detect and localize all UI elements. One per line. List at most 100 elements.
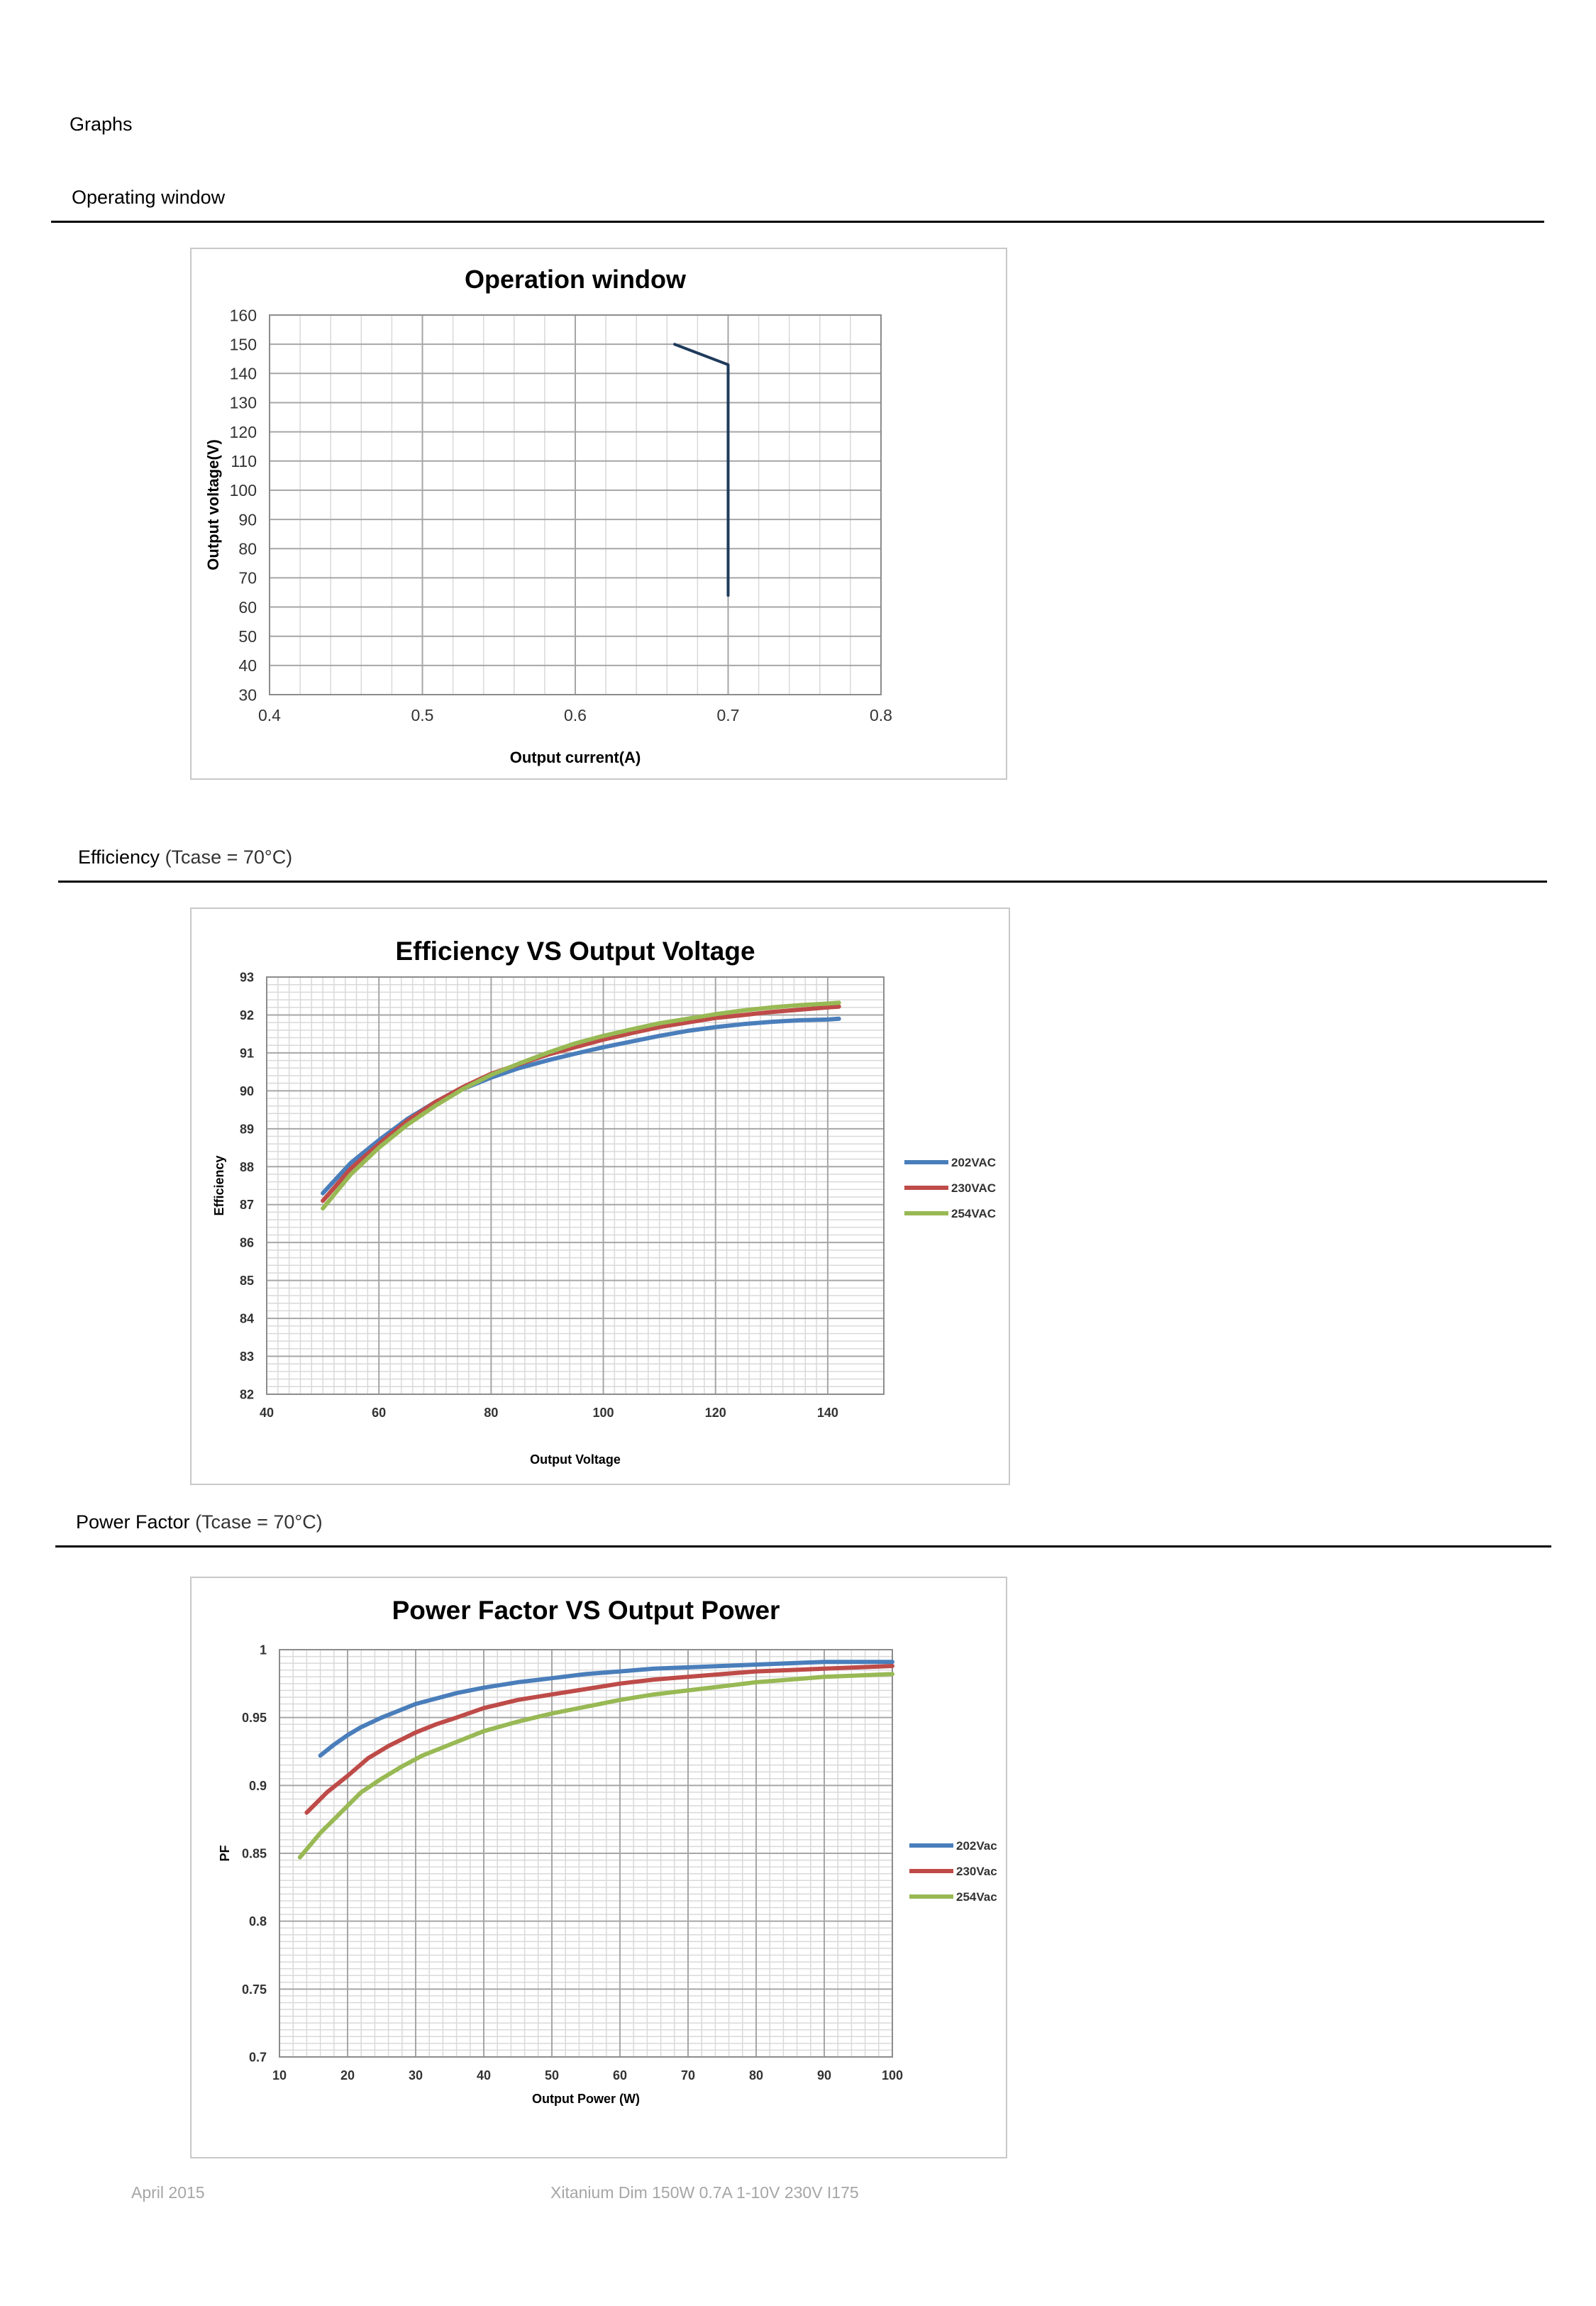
y-tick-label: 40	[238, 656, 257, 675]
grid	[269, 314, 882, 695]
x-tick-label: 100	[882, 2068, 903, 2082]
y-tick-label: 1	[260, 1643, 267, 1657]
y-axis-label: Output voltage(V)	[204, 439, 222, 570]
y-tick-label: 50	[238, 627, 257, 646]
x-tick-label: 60	[613, 2068, 627, 2082]
y-tick-label: 30	[238, 685, 257, 704]
y-tick-label: 160	[230, 306, 257, 324]
chart-title: Efficiency VS Output Voltage	[395, 937, 755, 966]
series-line-230vac	[321, 1004, 841, 1203]
section-title: Graphs	[70, 114, 133, 135]
heading-sub: (Tcase = 70°C)	[189, 1511, 323, 1533]
footer-product: Xitanium Dim 150W 0.7A 1-10V 230V I175	[550, 2183, 859, 2202]
heading-main: Operating window	[72, 187, 226, 208]
y-tick-label: 89	[240, 1122, 254, 1136]
y-axis-label: PF	[218, 1845, 232, 1861]
x-axis-label: Output Power (W)	[532, 2092, 640, 2106]
y-tick-label: 130	[230, 394, 257, 412]
plot-border	[266, 976, 885, 1395]
x-tick-label: 50	[545, 2068, 559, 2082]
y-tick-label: 88	[240, 1160, 254, 1174]
x-tick-label: 80	[749, 2068, 763, 2082]
x-tick-label: 0.4	[258, 706, 281, 724]
heading-power-factor: Power Factor (Tcase = 70°C)	[76, 1511, 323, 1533]
series-line-254vac	[321, 1000, 841, 1211]
y-tick-label: 110	[231, 452, 257, 470]
section-divider	[58, 881, 1547, 883]
legend-label: 254Vac	[956, 1890, 997, 1904]
legend: 202VAC 230VAC 254VAC	[904, 1156, 996, 1220]
x-axis-label: Output current(A)	[510, 749, 641, 766]
heading-main: Power Factor	[76, 1511, 190, 1533]
y-tick-label: 93	[240, 970, 254, 984]
legend-label: 202VAC	[951, 1156, 996, 1169]
legend-label: 254VAC	[951, 1207, 996, 1220]
section-divider	[51, 221, 1544, 223]
x-tick-label: 90	[817, 2068, 831, 2082]
chart-panel-operation: Operation window 0.4 0.5 0.6 0.7 0.8 30 40 50 60 7…	[190, 248, 1007, 780]
y-tick-label: 0.75	[242, 1982, 267, 1997]
y-tick-label: 0.8	[249, 1914, 267, 1929]
y-tick-label: 70	[238, 569, 257, 587]
heading-operating-window: Operating window	[72, 187, 225, 209]
y-tick-label: 84	[240, 1312, 254, 1326]
legend-label: 230VAC	[951, 1181, 996, 1195]
y-tick-label: 83	[240, 1350, 254, 1364]
x-tick-label: 120	[705, 1406, 726, 1420]
x-axis-label: Output Voltage	[530, 1452, 621, 1467]
y-tick-label: 120	[230, 423, 257, 441]
chart-title: Operation window	[465, 265, 687, 294]
plot-border	[269, 314, 882, 695]
legend: 202Vac 230Vac 254Vac	[909, 1839, 997, 1904]
y-tick-label: 86	[240, 1236, 254, 1250]
y-tick-label: 82	[240, 1387, 254, 1401]
y-tick-label: 80	[238, 540, 257, 558]
series-line-230vac	[304, 1664, 894, 1815]
chart-efficiency: Efficiency VS Output Voltage 40 60 80 100 120…	[212, 937, 996, 1467]
section-divider	[55, 1545, 1551, 1548]
y-tick-label: 150	[230, 335, 257, 353]
y-tick-label: 0.9	[249, 1779, 267, 1793]
heading-main: Efficiency	[78, 846, 160, 868]
y-tick-label: 100	[230, 481, 257, 500]
x-tick-label: 30	[409, 2068, 423, 2082]
series-line-202vac	[318, 1660, 894, 1758]
footer-date: April 2015	[131, 2183, 205, 2202]
chart-operation-window: Operation window 0.4 0.5 0.6 0.7 0.8 30 40 50 60 7…	[204, 265, 892, 766]
chart-power-factor: Power Factor VS Output Power 10 20 30 40 50 60…	[218, 1596, 997, 2106]
x-tick-label: 0.5	[411, 706, 434, 724]
y-tick-label: 92	[240, 1008, 254, 1022]
y-tick-label: 0.95	[242, 1711, 267, 1725]
x-tick-label: 40	[477, 2068, 491, 2082]
plot-border	[279, 1649, 893, 2058]
x-tick-label: 0.7	[717, 706, 740, 724]
x-tick-label: 100	[593, 1406, 614, 1420]
y-axis-label: Efficiency	[212, 1155, 226, 1215]
y-tick-label: 85	[240, 1274, 254, 1288]
series-line-254vac	[297, 1672, 894, 1860]
chart-panel-power-factor: Power Factor VS Output Power 10 20 30 40 50 60…	[190, 1577, 1007, 2158]
legend-label: 202Vac	[956, 1839, 997, 1853]
x-tick-label: 60	[372, 1406, 386, 1420]
x-tick-label: 80	[484, 1406, 498, 1420]
y-tick-label: 90	[240, 1084, 254, 1098]
grid	[279, 1649, 893, 2058]
chart-panel-efficiency: Efficiency VS Output Voltage 40 60 80 100 120…	[190, 907, 1010, 1485]
y-tick-label: 0.7	[249, 2050, 267, 2064]
legend-label: 230Vac	[956, 1865, 997, 1878]
y-tick-label: 91	[240, 1046, 254, 1060]
x-tick-label: 70	[681, 2068, 695, 2082]
heading-sub: (Tcase = 70°C)	[160, 846, 293, 868]
series-line	[673, 343, 730, 597]
x-tick-label: 20	[340, 2068, 355, 2082]
y-tick-label: 87	[240, 1198, 254, 1212]
x-tick-label: 0.6	[564, 706, 587, 724]
y-tick-label: 90	[238, 510, 257, 529]
y-tick-label: 140	[230, 365, 257, 383]
x-tick-label: 10	[272, 2068, 287, 2082]
x-tick-label: 140	[817, 1406, 838, 1420]
heading-efficiency: Efficiency (Tcase = 70°C)	[78, 846, 292, 868]
y-tick-label: 60	[238, 598, 257, 617]
chart-title: Power Factor VS Output Power	[392, 1596, 780, 1625]
y-tick-label: 0.85	[242, 1846, 267, 1860]
